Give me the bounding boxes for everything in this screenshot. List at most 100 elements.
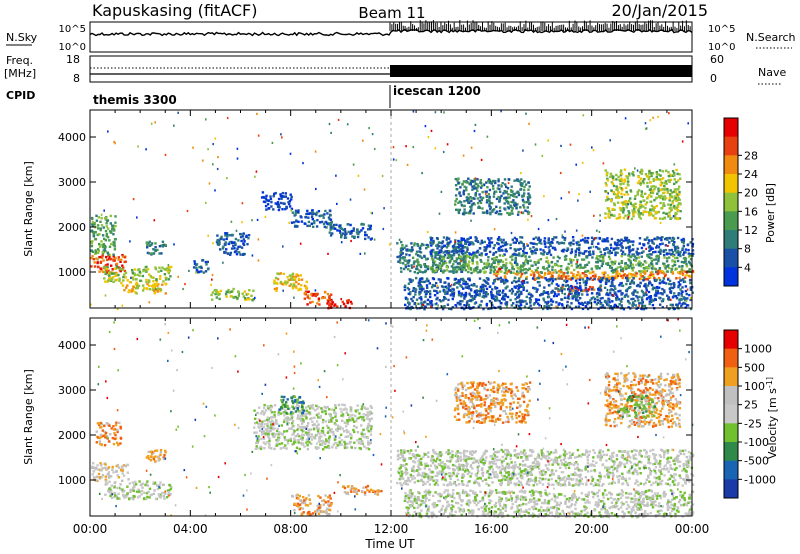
range-cell bbox=[446, 256, 449, 259]
range-cell bbox=[461, 277, 465, 281]
range-cell bbox=[295, 280, 298, 284]
range-cell bbox=[326, 292, 330, 296]
range-cell bbox=[601, 271, 604, 275]
range-cell bbox=[239, 235, 243, 239]
range-cell bbox=[465, 186, 468, 189]
range-cell bbox=[689, 241, 692, 244]
range-cell bbox=[485, 266, 488, 269]
colorbar-segment bbox=[724, 174, 738, 193]
range-cell bbox=[459, 267, 463, 270]
range-cell bbox=[531, 242, 535, 245]
range-cell bbox=[455, 208, 458, 211]
range-cell bbox=[642, 279, 645, 282]
range-cell bbox=[122, 255, 125, 258]
range-cell bbox=[606, 237, 609, 240]
range-cell bbox=[614, 260, 617, 263]
range-cell bbox=[464, 257, 468, 260]
range-cell bbox=[471, 298, 474, 302]
range-cell bbox=[461, 300, 464, 303]
range-cell bbox=[216, 239, 219, 243]
range-cell bbox=[535, 277, 538, 280]
range-cell bbox=[466, 248, 469, 251]
range-cell bbox=[520, 254, 523, 258]
range-cell bbox=[149, 450, 153, 453]
range-cell bbox=[250, 294, 253, 297]
range-cell bbox=[145, 148, 147, 151]
range-cell bbox=[450, 307, 453, 311]
range-cell bbox=[580, 301, 584, 305]
range-cell bbox=[290, 209, 292, 212]
colorbar-segment bbox=[724, 136, 738, 156]
range-cell bbox=[670, 239, 674, 242]
range-cell bbox=[464, 286, 468, 289]
range-cell bbox=[464, 239, 467, 242]
range-cell bbox=[462, 254, 466, 257]
range-cell bbox=[583, 250, 587, 253]
range-cell bbox=[247, 298, 251, 301]
range-cell bbox=[426, 290, 430, 293]
range-cell bbox=[241, 235, 245, 238]
range-cell bbox=[673, 163, 676, 166]
range-cell bbox=[522, 288, 525, 292]
range-cell bbox=[468, 293, 472, 297]
range-cell bbox=[456, 265, 459, 269]
range-cell bbox=[316, 292, 319, 296]
range-cell bbox=[576, 271, 580, 274]
range-cell bbox=[455, 251, 459, 254]
range-cell bbox=[509, 261, 512, 264]
range-cell bbox=[513, 285, 516, 288]
range-cell bbox=[290, 283, 293, 286]
range-cell bbox=[615, 185, 618, 188]
range-cell bbox=[103, 209, 105, 212]
range-cell bbox=[114, 215, 117, 218]
range-cell bbox=[571, 297, 574, 300]
range-cell bbox=[297, 277, 300, 281]
range-cell bbox=[104, 239, 107, 242]
range-cell bbox=[691, 291, 694, 294]
range-cell bbox=[119, 483, 122, 486]
range-cell bbox=[328, 231, 331, 234]
range-cell bbox=[360, 223, 363, 226]
range-cell bbox=[645, 293, 648, 296]
range-cell bbox=[524, 300, 527, 303]
range-cell bbox=[517, 290, 521, 293]
range-cell bbox=[644, 206, 647, 210]
range-cell bbox=[649, 212, 652, 215]
range-cell bbox=[470, 271, 473, 275]
range-cell bbox=[587, 261, 591, 264]
range-cell bbox=[163, 497, 166, 500]
range-cell bbox=[675, 277, 678, 280]
range-cell bbox=[109, 494, 112, 498]
range-cell bbox=[615, 244, 619, 247]
range-cell bbox=[512, 268, 516, 271]
range-cell bbox=[644, 282, 647, 286]
range-cell bbox=[322, 222, 326, 226]
range-cell bbox=[669, 283, 673, 286]
range-cell bbox=[211, 274, 214, 277]
range-cell bbox=[305, 212, 308, 216]
range-cell bbox=[541, 293, 544, 296]
range-cell bbox=[533, 261, 536, 264]
range-cell bbox=[525, 258, 528, 261]
range-cell bbox=[658, 282, 661, 285]
range-cell bbox=[672, 206, 675, 209]
range-cell bbox=[550, 298, 553, 301]
range-cell bbox=[425, 247, 428, 250]
range-cell bbox=[632, 254, 635, 257]
range-cell bbox=[637, 299, 640, 302]
range-cell bbox=[239, 232, 242, 236]
range-cell bbox=[455, 249, 459, 253]
range-cell bbox=[131, 272, 135, 275]
colorbar-tick-label: 8 bbox=[744, 243, 751, 256]
range-cell bbox=[682, 244, 685, 248]
range-cell bbox=[465, 188, 468, 192]
range-cell bbox=[511, 238, 514, 241]
range-cell bbox=[470, 199, 473, 203]
range-cell bbox=[291, 272, 295, 275]
range-cell bbox=[408, 248, 412, 252]
range-cell bbox=[344, 305, 347, 308]
range-cell bbox=[612, 294, 615, 297]
range-cell bbox=[99, 261, 102, 264]
range-cell bbox=[596, 265, 599, 268]
range-cell bbox=[138, 274, 141, 277]
